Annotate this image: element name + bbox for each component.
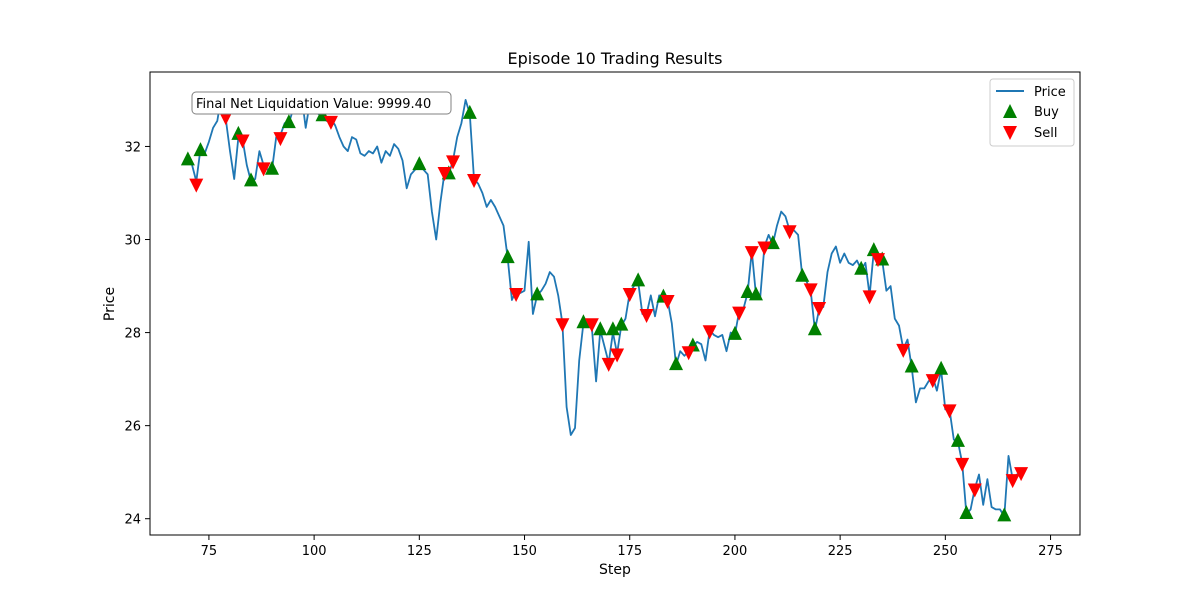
sell-marker (622, 288, 637, 303)
sell-marker (967, 483, 982, 498)
buy-marker (997, 507, 1012, 522)
y-tick-label: 32 (124, 140, 141, 155)
plot-area (180, 94, 1029, 522)
y-axis-label: Price (102, 287, 118, 321)
sell-marker (681, 346, 696, 361)
x-tick-label: 275 (1038, 544, 1063, 559)
buy-marker (281, 114, 296, 129)
buy-marker (748, 286, 763, 301)
y-tick-label: 28 (124, 327, 141, 342)
buy-marker (500, 249, 515, 264)
sell-marker (812, 301, 827, 316)
buy-marker (265, 160, 280, 175)
sell-marker (896, 343, 911, 358)
sell-marker (1014, 467, 1029, 482)
buy-marker (866, 242, 881, 257)
buy-marker (727, 325, 742, 340)
x-axis: 75 100 125 150 175 200 225 250 275 (201, 535, 1063, 559)
sell-marker (702, 325, 717, 340)
x-tick-label: 200 (723, 544, 748, 559)
sell-marker (757, 241, 772, 256)
sell-marker (925, 374, 940, 389)
sell-marker (803, 283, 818, 298)
sell-marker (744, 246, 759, 261)
plot-frame (149, 71, 1081, 536)
sell-marker (437, 167, 452, 182)
buy-marker (854, 260, 869, 275)
sell-marker (955, 457, 970, 472)
x-tick-label: 125 (407, 544, 432, 559)
legend-sell-swatch (1003, 126, 1017, 140)
buy-marker (669, 356, 684, 371)
buy-marker (934, 360, 949, 375)
sell-marker (189, 178, 204, 193)
buy-marker (740, 284, 755, 299)
annotation-text: Final Net Liquidation Value: 9999.40 (196, 97, 431, 112)
legend-buy-label: Buy (1034, 105, 1059, 120)
y-tick-label: 24 (124, 513, 141, 528)
sell-marker (639, 308, 654, 323)
buy-marker (462, 104, 477, 119)
buy-marker (959, 505, 974, 520)
price-line (187, 94, 1022, 518)
legend: Price Buy Sell (989, 78, 1075, 147)
buy-marker (412, 156, 427, 171)
sell-marker (871, 253, 886, 268)
buy-marker (605, 321, 620, 336)
annotation-box: Final Net Liquidation Value: 9999.40 (191, 91, 452, 115)
legend-sell-label: Sell (1034, 126, 1057, 141)
x-tick-label: 225 (828, 544, 853, 559)
buy-marker (576, 314, 591, 329)
buy-marker (614, 316, 629, 331)
buy-marker (243, 172, 258, 187)
sell-marker (862, 290, 877, 305)
buy-marker (807, 321, 822, 336)
legend-price-label: Price (1034, 85, 1066, 100)
x-tick-label: 175 (617, 544, 642, 559)
y-axis: 24 26 28 30 32 (124, 140, 150, 528)
sell-marker (660, 295, 675, 310)
sell-marker (942, 404, 957, 419)
buy-marker (795, 267, 810, 282)
legend-buy-swatch (1003, 104, 1017, 118)
sell-marker (218, 111, 233, 126)
buy-marker (530, 286, 545, 301)
y-tick-label: 30 (124, 234, 141, 249)
buy-marker (180, 151, 195, 166)
x-tick-label: 150 (512, 544, 537, 559)
sell-marker (1005, 474, 1020, 489)
x-tick-label: 100 (302, 544, 327, 559)
sell-marker (273, 132, 288, 147)
sell-marker (445, 155, 460, 170)
y-tick-label: 26 (124, 420, 141, 435)
x-axis-label: Step (599, 562, 631, 578)
buy-marker (593, 321, 608, 336)
sell-marker (610, 348, 625, 363)
buy-marker (904, 358, 919, 373)
buy-marker (193, 142, 208, 157)
sell-marker (256, 162, 271, 177)
sell-marker (509, 288, 524, 303)
sell-marker (732, 306, 747, 321)
buy-marker (631, 272, 646, 287)
sell-marker (235, 134, 250, 149)
x-tick-label: 75 (201, 544, 218, 559)
chart-title: Episode 10 Trading Results (508, 49, 723, 68)
buy-marker (950, 432, 965, 447)
sell-marker (584, 318, 599, 333)
sell-marker (323, 115, 338, 130)
sell-marker (467, 174, 482, 189)
x-tick-label: 250 (933, 544, 958, 559)
sell-marker (782, 225, 797, 240)
buy-marker (765, 235, 780, 250)
sell-marker (555, 318, 570, 333)
sell-marker (601, 357, 616, 372)
